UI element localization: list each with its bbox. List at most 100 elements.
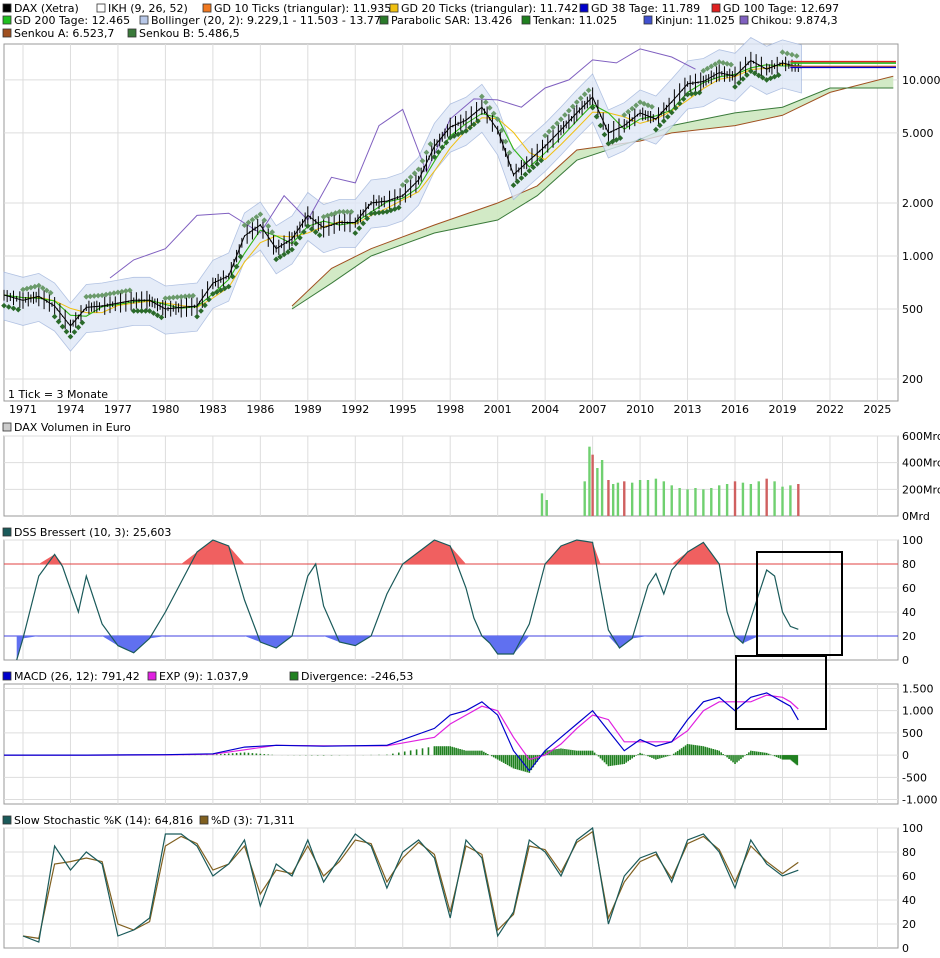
main-xtick: 2004: [531, 403, 559, 416]
divergence-bar: [500, 755, 503, 762]
dss-ytick: 100: [902, 534, 923, 547]
sar-dot: [95, 292, 101, 299]
divergence-bar: [534, 755, 537, 765]
legend-2-swatch: [202, 3, 212, 13]
sar-dot: [87, 293, 94, 300]
sar-dot: [415, 166, 422, 173]
legend-6-text: GD 200 Tage: 12.465: [14, 14, 130, 27]
divergence-bar: [597, 755, 600, 757]
macd-legend-2-text: Divergence: -246,53: [301, 670, 413, 683]
volume-bar: [694, 488, 697, 516]
macd-ytick: -1.000: [902, 794, 937, 807]
sar-dot: [684, 91, 691, 98]
divergence-bar: [453, 747, 455, 756]
divergence-bar: [471, 750, 473, 756]
main-xtick: 2010: [626, 403, 654, 416]
sar-dot: [748, 68, 754, 74]
dss-overbought-fill: [16, 540, 799, 564]
macd-ytick: 1.000: [902, 705, 934, 718]
volume-panel-frame: [3, 435, 899, 517]
sar-dot: [411, 170, 418, 177]
sar-dot: [672, 105, 679, 111]
dss-ytick: 20: [902, 630, 916, 643]
sar-dot: [316, 232, 323, 238]
sar-dot: [269, 229, 276, 235]
main-xtick: 1971: [9, 403, 37, 416]
divergence-bar: [562, 748, 564, 756]
sar-dot: [550, 124, 556, 131]
sar-dot: [71, 329, 78, 335]
stoch-ytick: 40: [902, 894, 916, 907]
volume-bar: [718, 485, 721, 516]
sar-dot: [629, 105, 636, 112]
sar-dot: [435, 149, 442, 155]
dss-ytick: 40: [902, 606, 916, 619]
divergence-bar: [479, 750, 481, 756]
main-xtick: 1998: [436, 403, 464, 416]
sar-dot: [277, 254, 283, 260]
divergence-bar: [613, 755, 616, 766]
volume-title: DAX Volumen in Euro: [14, 421, 131, 434]
sar-dot: [312, 229, 319, 235]
sar-dot: [601, 131, 608, 138]
sar-dot: [293, 240, 299, 247]
volume-bar: [678, 488, 681, 516]
divergence-bar: [676, 750, 679, 756]
divergence-bar: [795, 755, 798, 765]
divergence-bar: [789, 755, 792, 760]
macd-ytick: -500: [902, 771, 927, 784]
stoch-k-line: [22, 826, 799, 943]
stoch-legend-1-swatch: [199, 815, 209, 825]
sar-dot: [692, 90, 699, 97]
main-xtick: 2016: [721, 403, 749, 416]
divergence-bar: [502, 755, 505, 763]
divergence-bar: [716, 750, 719, 756]
volume-bar: [623, 481, 626, 516]
sar-dot: [463, 128, 469, 134]
volume-bar: [540, 493, 544, 516]
legend-9-swatch: [521, 15, 531, 25]
sar-dot: [779, 49, 786, 56]
divergence-bar: [524, 755, 527, 772]
volume-ytick: 400Mrd: [902, 457, 940, 470]
legend-6-swatch: [2, 15, 12, 25]
sar-dot: [407, 174, 414, 181]
divergence-bar: [794, 755, 797, 764]
sar-dot: [273, 256, 279, 263]
volume-bar: [583, 481, 586, 516]
divergence-bar: [227, 753, 230, 756]
dss-title: DSS Bressert (10, 3): 25,603: [14, 526, 171, 539]
sar-dot: [289, 246, 295, 253]
divergence-bar: [544, 750, 546, 756]
divergence-bar: [490, 755, 493, 757]
divergence-bar: [714, 749, 717, 756]
legend-0-text: DAX (Xetra): [14, 2, 79, 15]
legend-11-text: Chikou: 9.874,3: [751, 14, 838, 27]
dax-price-line: [3, 59, 802, 327]
sar-dot: [233, 263, 240, 270]
sar-dot: [178, 293, 185, 300]
volume-ytick: 200Mrd: [902, 483, 940, 496]
divergence-bar: [621, 755, 624, 765]
sar-dot: [395, 204, 402, 211]
sar-dot: [123, 288, 129, 294]
divergence-bar: [433, 746, 436, 756]
main-xtick: 2025: [863, 403, 891, 416]
sar-dot: [467, 124, 473, 131]
sar-dot: [344, 208, 351, 215]
sar-dot: [419, 158, 426, 164]
macd-legend-2-swatch: [289, 671, 299, 681]
divergence-bar: [477, 750, 479, 756]
sar-dot: [668, 109, 675, 116]
macd-legend-0-text: MACD (26, 12): 791,42: [14, 670, 140, 683]
divergence-bar: [796, 755, 799, 766]
volume-bar: [741, 482, 745, 516]
divergence-bar: [558, 748, 560, 756]
stoch-ytick: 20: [902, 918, 916, 931]
volume-bar: [797, 484, 800, 516]
sar-dot: [566, 107, 572, 114]
sar-dot: [138, 308, 145, 314]
sar-dot: [119, 288, 125, 295]
sar-dot: [99, 292, 105, 299]
divergence-bar: [690, 744, 693, 756]
